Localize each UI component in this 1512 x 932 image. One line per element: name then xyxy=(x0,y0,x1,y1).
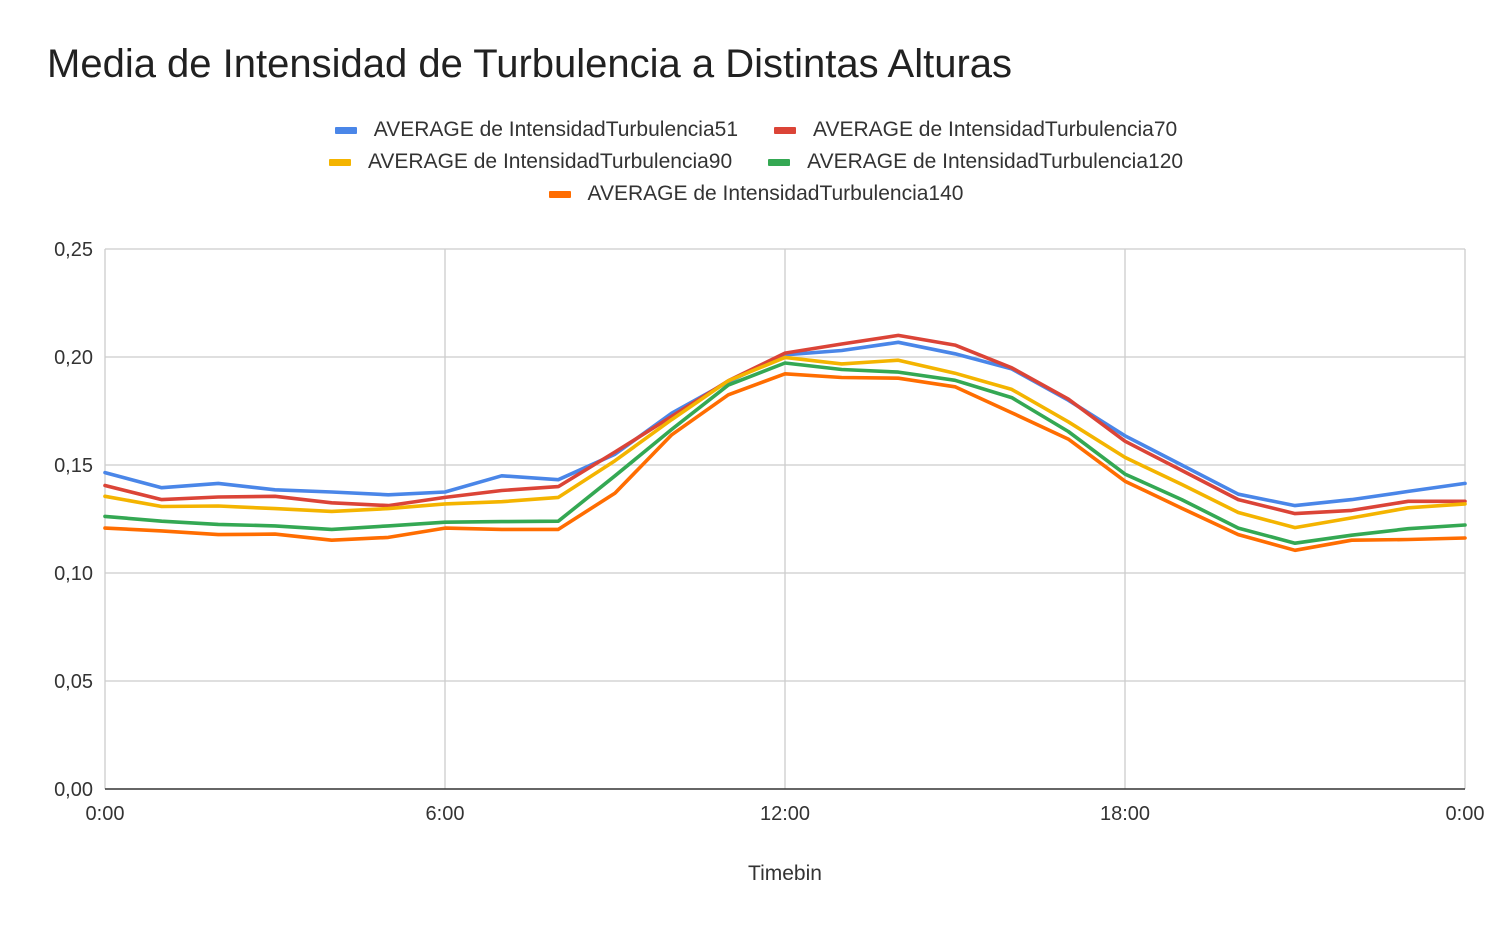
legend-item-70[interactable]: AVERAGE de IntensidadTurbulencia70 xyxy=(774,118,1177,142)
series-line-2 xyxy=(103,333,1467,516)
series-line-3 xyxy=(103,355,1467,530)
legend: AVERAGE de IntensidadTurbulencia51 AVERA… xyxy=(0,114,1512,210)
y-tick-label: 0,10 xyxy=(54,563,93,585)
series-line-5 xyxy=(103,371,1467,553)
x-tick-label: 0:00 xyxy=(1446,803,1485,825)
legend-item-51[interactable]: AVERAGE de IntensidadTurbulencia51 xyxy=(334,118,738,142)
legend-item-140[interactable]: AVERAGE de IntensidadTurbulencia140 xyxy=(548,182,964,206)
chart-title: Media de Intensidad de Turbulencia a Dis… xyxy=(47,42,1013,86)
legend-swatch-90 xyxy=(328,158,351,166)
x-tick-label: 6:00 xyxy=(426,803,465,825)
legend-row: AVERAGE de IntensidadTurbulencia90 AVERA… xyxy=(0,146,1512,178)
legend-label-70: AVERAGE de IntensidadTurbulencia70 xyxy=(813,118,1178,141)
series-lines xyxy=(103,333,1467,553)
legend-swatch-140 xyxy=(548,190,571,198)
x-tick-label: 12:00 xyxy=(760,803,810,825)
legend-item-90[interactable]: AVERAGE de IntensidadTurbulencia90 xyxy=(328,150,733,174)
series-line-4 xyxy=(103,361,1467,546)
legend-label-120: AVERAGE de IntensidadTurbulencia120 xyxy=(807,150,1184,173)
legend-row: AVERAGE de IntensidadTurbulencia51 AVERA… xyxy=(0,114,1512,146)
legend-label-140: AVERAGE de IntensidadTurbulencia140 xyxy=(587,182,964,205)
y-tick-label: 0,25 xyxy=(54,239,93,261)
x-axis-title: Timebin xyxy=(748,862,822,885)
legend-item-120[interactable]: AVERAGE de IntensidadTurbulencia120 xyxy=(768,150,1183,174)
legend-label-51: AVERAGE de IntensidadTurbulencia51 xyxy=(373,118,738,141)
legend-swatch-120 xyxy=(768,158,791,166)
legend-row: AVERAGE de IntensidadTurbulencia140 xyxy=(0,178,1512,210)
x-tick-label: 0:00 xyxy=(86,803,125,825)
axes: 0,00 0,05 0,10 0,15 0,20 0,25 0:00 6:00 12:00 18:… xyxy=(54,239,1484,825)
x-tick-label: 18:00 xyxy=(1100,803,1150,825)
y-tick-label: 0,15 xyxy=(54,455,93,477)
y-tick-label: 0,20 xyxy=(54,347,93,369)
legend-swatch-70 xyxy=(774,126,796,134)
legend-swatch-51 xyxy=(334,126,357,134)
y-tick-label: 0,05 xyxy=(54,671,93,693)
legend-label-90: AVERAGE de IntensidadTurbulencia90 xyxy=(367,150,733,173)
y-tick-label: 0,00 xyxy=(54,779,93,801)
